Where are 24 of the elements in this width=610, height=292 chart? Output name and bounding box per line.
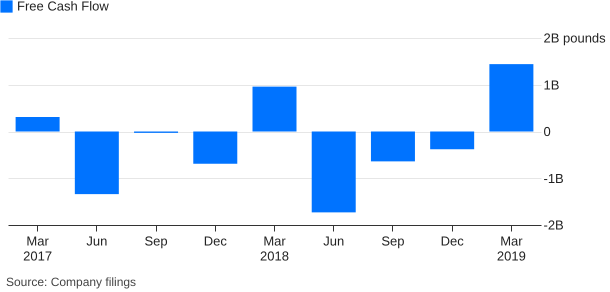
bar [312,132,356,212]
bar [252,86,296,132]
x-tick-label: Mar 2019 [496,234,526,264]
x-tick-label: Dec [440,234,464,248]
bar [193,132,238,164]
y-tick-label: 0 [544,124,551,139]
x-tick-label: Mar 2017 [23,234,52,264]
bar [430,132,474,150]
legend-label: Free Cash Flow [17,0,110,14]
y-tick-label: -2B [544,218,564,232]
x-tick-label: Dec [204,234,228,248]
x-tick-label: Jun [86,234,108,248]
bar [489,64,534,132]
x-tick-label: Mar 2018 [260,234,289,264]
y-tick-label: 1B [544,77,560,92]
y-tick-label: -1B [544,170,564,186]
source-note: Source: Company filings [6,275,136,289]
bar [74,132,119,194]
x-tick-label: Sep [381,234,405,248]
bar [16,117,60,132]
x-tick-label: Jun [323,234,344,248]
bar [370,132,415,162]
x-tick-label: Sep [144,234,168,248]
y-tick-label: 2B pounds [544,30,606,46]
